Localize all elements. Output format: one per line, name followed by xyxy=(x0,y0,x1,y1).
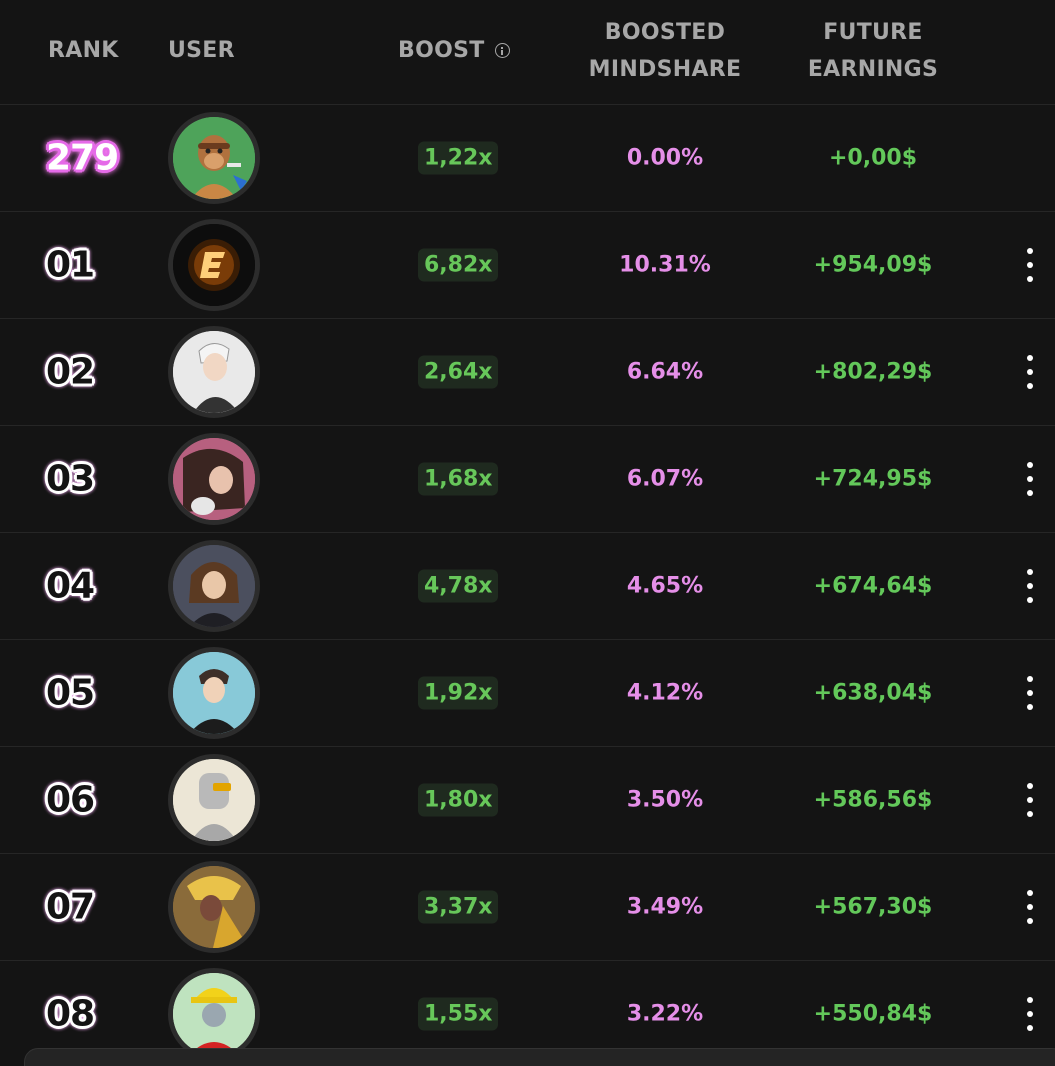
table-row[interactable]: 07 3,37x 3.49% +567,30$ xyxy=(0,854,1055,961)
boosted-mindshare-value: 4.12% xyxy=(626,680,704,706)
future-earnings-value: +724,95$ xyxy=(813,466,933,492)
table-row[interactable]: 06 1,80x 3.50% +586,56$ xyxy=(0,747,1055,854)
rank-number: 07 xyxy=(46,886,95,928)
boosted-mindshare-value: 6.64% xyxy=(626,359,704,385)
boosted-mindshare-value: 6.07% xyxy=(626,466,704,492)
table-row[interactable]: 02 2,64x 6.64% +802,29$ xyxy=(0,319,1055,426)
boost-value: 3,37x xyxy=(418,890,499,924)
more-options-icon[interactable] xyxy=(1020,783,1040,817)
leaderboard-rows: 279 1,22x 0.00% +0,00$ 01 xyxy=(0,105,1055,1066)
table-row[interactable]: 03 1,68x 6.07% +724,95$ xyxy=(0,426,1055,533)
anime-boy-avatar-icon[interactable] xyxy=(168,326,260,418)
boosted-mindshare-value: 3.50% xyxy=(626,787,704,813)
more-options-icon[interactable] xyxy=(1020,997,1040,1031)
woman-photo-avatar-icon[interactable] xyxy=(168,433,260,525)
future-earnings-value: +567,30$ xyxy=(813,894,933,920)
boost-value: 1,22x xyxy=(418,141,499,175)
header-rank: RANK xyxy=(48,38,119,63)
table-row[interactable]: 01 6,82x 10.31% +954,09$ xyxy=(0,212,1055,319)
e-logo-avatar-icon[interactable] xyxy=(168,219,260,311)
header-future-earnings: FUTURE EARNINGS xyxy=(768,14,978,88)
boosted-mindshare-value: 4.65% xyxy=(626,573,704,599)
rank-number: 02 xyxy=(46,351,95,393)
header-boosted-line2: MINDSHARE xyxy=(588,57,742,82)
warrior-avatar-icon[interactable] xyxy=(168,861,260,953)
future-earnings-value: +586,56$ xyxy=(813,787,933,813)
boosted-mindshare-value: 0.00% xyxy=(626,145,704,171)
future-earnings-value: +550,84$ xyxy=(813,1001,933,1027)
boosted-mindshare-value: 10.31% xyxy=(619,252,711,278)
table-row[interactable]: 04 4,78x 4.65% +674,64$ xyxy=(0,533,1055,640)
more-options-icon[interactable] xyxy=(1020,569,1040,603)
anime-guy-avatar-icon[interactable] xyxy=(168,647,260,739)
boost-value: 1,92x xyxy=(418,676,499,710)
boost-value: 1,80x xyxy=(418,783,499,817)
future-earnings-value: +0,00$ xyxy=(828,145,918,171)
info-icon[interactable] xyxy=(494,43,510,58)
more-options-icon[interactable] xyxy=(1020,462,1040,496)
boosted-mindshare-value: 3.22% xyxy=(626,1001,704,1027)
hardhat-robot-avatar-icon[interactable] xyxy=(168,968,260,1060)
boost-value: 1,55x xyxy=(418,997,499,1031)
robot-avatar-icon[interactable] xyxy=(168,754,260,846)
current-user-rank: 279 xyxy=(46,137,119,179)
more-options-icon[interactable] xyxy=(1020,248,1040,282)
rank-number: 05 xyxy=(46,672,95,714)
boost-value: 2,64x xyxy=(418,355,499,389)
header-boost-label: BOOST xyxy=(398,38,485,63)
rank-number: 03 xyxy=(46,458,95,500)
future-earnings-value: +954,09$ xyxy=(813,252,933,278)
header-user: USER xyxy=(168,38,235,63)
header-future-line1: FUTURE xyxy=(823,20,923,45)
header-boosted-mindshare: BOOSTED MINDSHARE xyxy=(560,14,770,88)
rank-number: 04 xyxy=(46,565,95,607)
table-row[interactable]: 05 1,92x 4.12% +638,04$ xyxy=(0,640,1055,747)
more-options-icon[interactable] xyxy=(1020,676,1040,710)
table-header: RANK USER BOOST BOOSTED MINDSHARE FUTURE… xyxy=(0,0,1055,105)
future-earnings-value: +674,64$ xyxy=(813,573,933,599)
rank-number: 01 xyxy=(46,244,95,286)
boost-value: 6,82x xyxy=(418,248,499,282)
current-user-row[interactable]: 279 1,22x 0.00% +0,00$ xyxy=(0,105,1055,212)
rank-number: 08 xyxy=(46,993,95,1035)
boost-value: 1,68x xyxy=(418,462,499,496)
bottom-sheet-edge[interactable] xyxy=(24,1048,1055,1066)
rank-number: 06 xyxy=(46,779,95,821)
future-earnings-value: +802,29$ xyxy=(813,359,933,385)
more-options-icon[interactable] xyxy=(1020,890,1040,924)
ape-avatar-icon[interactable] xyxy=(168,112,260,204)
future-earnings-value: +638,04$ xyxy=(813,680,933,706)
more-options-icon[interactable] xyxy=(1020,355,1040,389)
boosted-mindshare-value: 3.49% xyxy=(626,894,704,920)
boost-value: 4,78x xyxy=(418,569,499,603)
header-boosted-line1: BOOSTED xyxy=(604,20,726,45)
header-future-line2: EARNINGS xyxy=(807,57,939,82)
header-boost: BOOST xyxy=(398,32,510,69)
anime-girl-avatar-icon[interactable] xyxy=(168,540,260,632)
